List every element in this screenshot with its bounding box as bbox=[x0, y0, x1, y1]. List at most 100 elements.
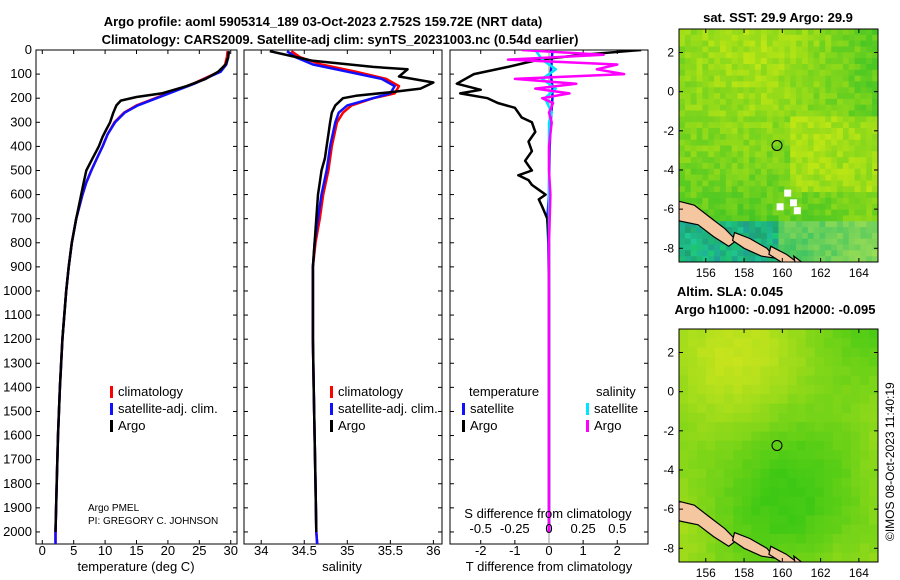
heatmap-cell bbox=[772, 104, 780, 112]
heatmap-cell bbox=[755, 227, 762, 234]
heatmap-cell bbox=[714, 180, 721, 187]
heatmap-cell bbox=[772, 215, 780, 222]
heatmap-cell bbox=[869, 459, 878, 470]
heatmap-cell bbox=[796, 52, 803, 59]
heatmap-cell bbox=[684, 163, 692, 170]
heatmap-cell bbox=[737, 29, 744, 36]
ytick-label: 600 bbox=[10, 187, 32, 202]
heatmap-cell bbox=[737, 186, 744, 193]
heatmap-cell bbox=[715, 375, 725, 386]
heatmap-cell bbox=[842, 186, 850, 193]
map-xtick-label: 160 bbox=[772, 566, 792, 580]
heatmap-cell bbox=[837, 215, 844, 222]
heatmap-cell bbox=[819, 227, 826, 234]
heatmap-cell bbox=[706, 552, 716, 562]
heatmap-cell bbox=[725, 75, 733, 82]
heatmap-cell bbox=[790, 227, 797, 234]
heatmap-cell bbox=[778, 197, 785, 205]
heatmap-cell bbox=[814, 515, 825, 526]
heatmap-cell bbox=[679, 93, 686, 100]
heatmap-cell bbox=[784, 221, 791, 228]
heatmap-cell bbox=[801, 238, 809, 246]
heatmap-cell bbox=[813, 209, 821, 216]
heatmap-cell bbox=[819, 197, 826, 205]
heatmap-cell bbox=[720, 81, 727, 88]
heatmap-cell bbox=[819, 151, 826, 158]
temperature-tick-labels: 0 5 10 15 20 25 30 bbox=[39, 50, 238, 558]
heatmap-cell bbox=[819, 215, 826, 222]
heatmap-cell bbox=[866, 221, 873, 228]
legend-label-t-argo: Argo bbox=[470, 418, 497, 433]
heatmap-cell bbox=[842, 93, 850, 100]
heatmap-cell bbox=[760, 524, 770, 535]
heatmap-cell bbox=[848, 122, 856, 129]
heatmap-cell bbox=[837, 174, 844, 181]
heatmap-cell bbox=[841, 468, 852, 479]
heatmap-cell bbox=[760, 145, 768, 152]
heatmap-cell bbox=[742, 478, 752, 488]
heatmap-cell bbox=[725, 133, 733, 141]
heatmap-cell bbox=[841, 338, 852, 349]
xtick-label: 34.5 bbox=[292, 543, 317, 558]
heatmap-cell bbox=[755, 238, 762, 246]
heatmap-cell bbox=[778, 52, 785, 59]
heatmap-cell bbox=[819, 128, 826, 135]
heatmap-cell bbox=[702, 244, 709, 251]
heatmap-cell bbox=[805, 338, 816, 349]
heatmap-cell bbox=[743, 168, 750, 176]
heatmap-cell bbox=[708, 151, 715, 158]
heatmap-cell bbox=[679, 197, 686, 205]
heatmap-cell bbox=[869, 440, 878, 451]
heatmap-cell bbox=[807, 139, 815, 147]
heatmap-cell bbox=[690, 186, 698, 193]
heatmap-cell bbox=[787, 357, 798, 367]
heatmap-cell bbox=[859, 543, 870, 554]
heatmap-cell bbox=[796, 232, 803, 240]
heatmap-cell bbox=[743, 122, 750, 129]
heatmap-cell bbox=[697, 478, 707, 488]
heatmap-cell bbox=[831, 192, 838, 199]
heatmap-cell bbox=[796, 338, 807, 349]
heatmap-cell bbox=[784, 209, 791, 216]
heatmap-cell bbox=[715, 384, 725, 395]
heatmap-cell bbox=[760, 98, 768, 106]
heatmap-cell bbox=[832, 431, 843, 442]
heatmap-cell bbox=[801, 157, 809, 164]
heatmap-cell bbox=[842, 81, 850, 88]
heatmap-cell bbox=[743, 40, 750, 47]
heatmap-cell bbox=[784, 69, 791, 77]
heatmap-cell bbox=[679, 110, 686, 117]
heatmap-cell bbox=[831, 29, 838, 36]
heatmap-cell bbox=[737, 157, 744, 164]
xtick-label: 0 bbox=[39, 543, 46, 558]
heatmap-cell bbox=[831, 52, 838, 59]
heatmap-cell bbox=[755, 64, 762, 71]
heatmap-cell bbox=[869, 394, 878, 405]
heatmap-cell bbox=[697, 440, 707, 451]
heatmap-cell bbox=[854, 64, 862, 71]
heatmap-cell bbox=[866, 238, 873, 246]
heatmap-cell bbox=[772, 151, 780, 158]
heatmap-cell bbox=[760, 192, 768, 199]
heatmap-cell bbox=[790, 81, 797, 88]
heatmap-cell bbox=[796, 110, 803, 117]
heatmap-cell bbox=[737, 110, 744, 117]
ytick-label: 1700 bbox=[3, 452, 32, 467]
heatmap-cell bbox=[801, 34, 809, 42]
heatmap-cell bbox=[805, 329, 816, 339]
heatmap-cell bbox=[760, 496, 770, 507]
heatmap-cell bbox=[679, 524, 689, 535]
heatmap-cell bbox=[854, 110, 862, 117]
heatmap-cell bbox=[696, 145, 704, 152]
map-xtick-label: 162 bbox=[811, 266, 831, 280]
heatmap-cell bbox=[801, 29, 809, 36]
heatmap-cell bbox=[784, 46, 791, 53]
heatmap-cell bbox=[848, 46, 856, 53]
heatmap-cell bbox=[832, 478, 843, 488]
salinity-ytick-marks bbox=[244, 49, 442, 533]
heatmap-cell bbox=[742, 524, 752, 535]
heatmap-cell bbox=[807, 81, 815, 88]
heatmap-cell bbox=[790, 203, 797, 211]
heatmap-cell bbox=[832, 487, 843, 498]
heatmap-cell bbox=[749, 69, 756, 77]
